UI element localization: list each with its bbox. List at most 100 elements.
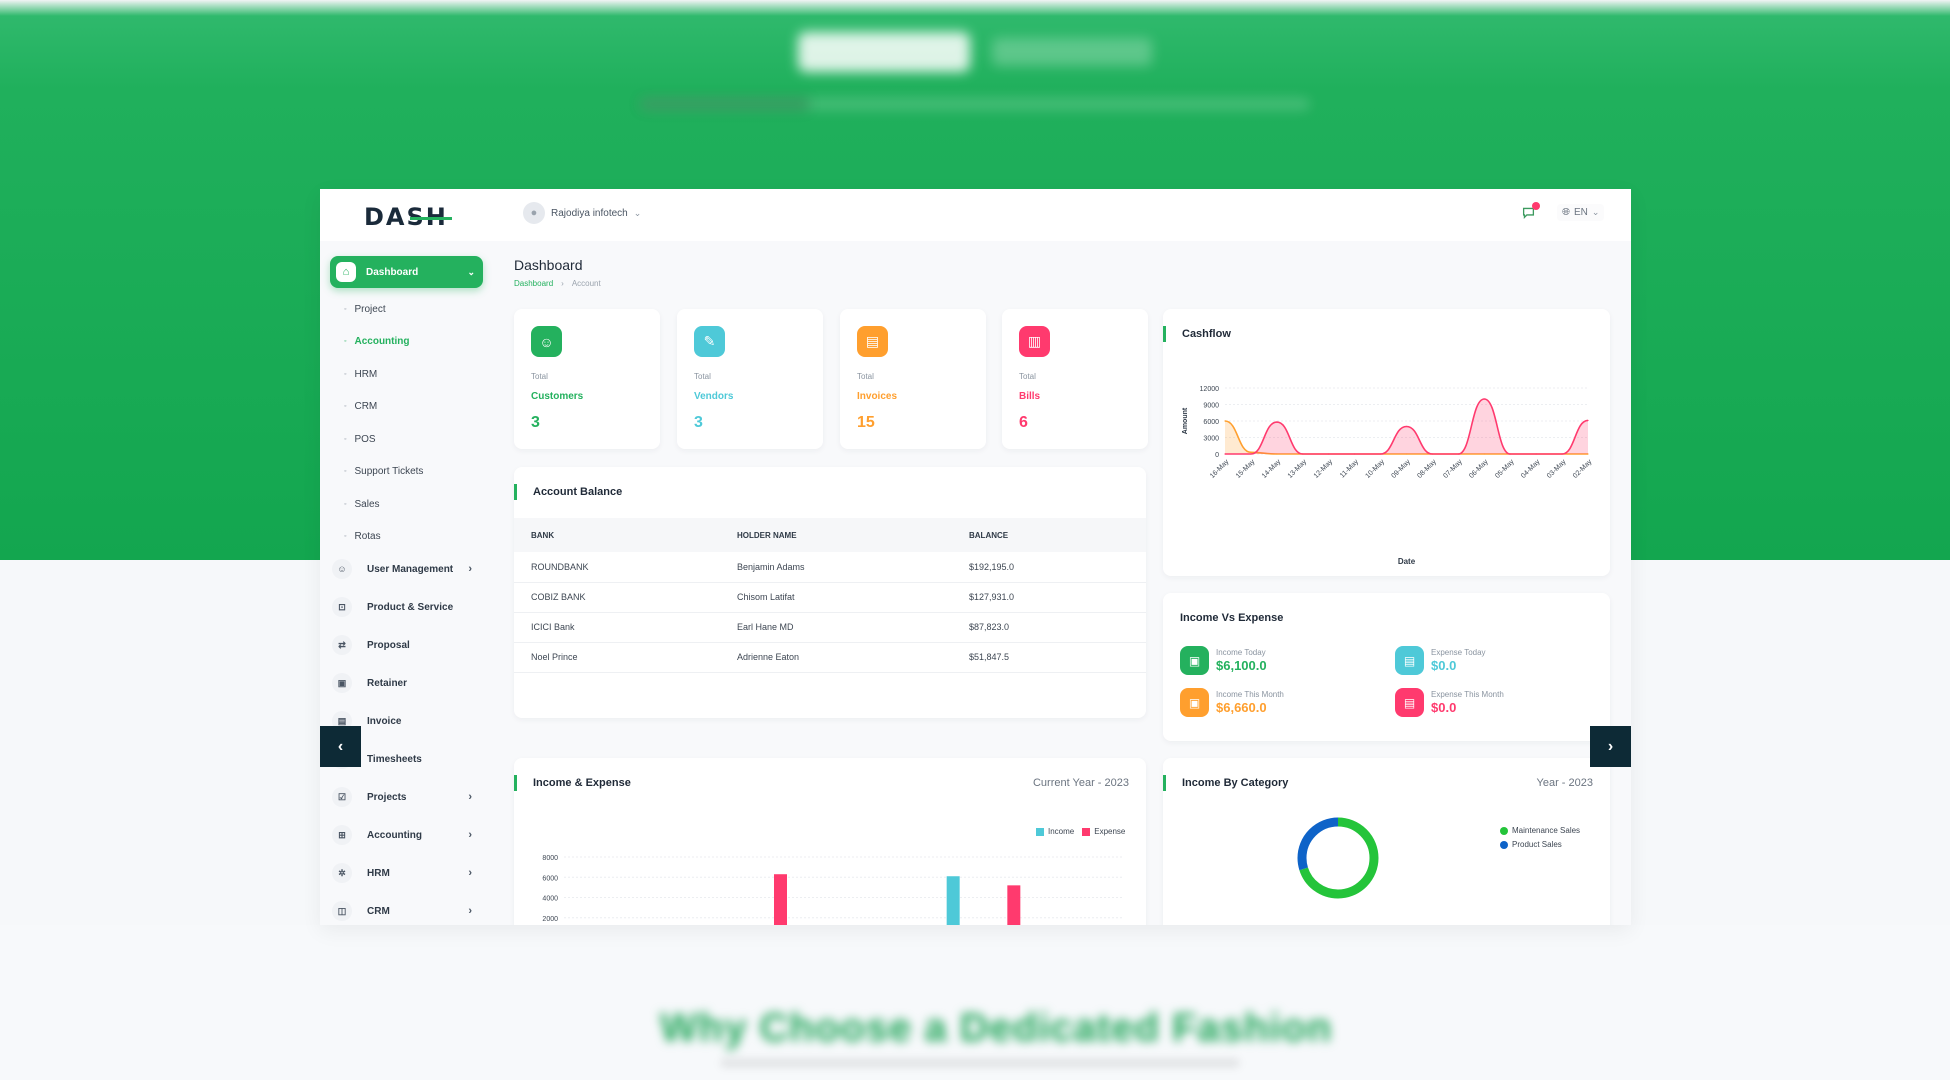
cashflow-chart: 0 3000 6000 9000 12000 16-May 15-May 14-May 13-M… (1182, 386, 1594, 566)
check-square-icon: ☑ (332, 787, 352, 807)
carousel-prev-button[interactable]: ‹ (320, 726, 361, 767)
metric-label: Income This Month (1216, 690, 1284, 699)
income-expense-card: Income & Expense Current Year - 2023 Inc… (514, 758, 1146, 925)
y-tick-label: 9000 (1203, 403, 1219, 410)
stat-name: Customers (531, 391, 584, 402)
breadcrumb-current: Account (571, 279, 601, 288)
sidebar-subitem-label: POS (354, 434, 376, 445)
chevron-right-icon: › (468, 867, 472, 879)
sidebar-subitem-sales[interactable]: ◦ Sales (344, 499, 380, 510)
x-tick-label: 15-May (1235, 458, 1257, 480)
data-point (1431, 453, 1434, 455)
x-tick-label: 07-May (1442, 458, 1464, 480)
grid-icon: ⊞ (332, 825, 352, 845)
data-point (1405, 453, 1408, 455)
x-tick-label: 12-May (1313, 458, 1335, 480)
stat-label: Total (857, 372, 874, 381)
sidebar-subitem-support-tickets[interactable]: ◦ Support Tickets (344, 466, 423, 477)
y-tick-label: 0 (1215, 452, 1219, 459)
x-tick-label: 09-May (1390, 458, 1412, 480)
legend-label: Maintenance Sales (1512, 826, 1581, 835)
stat-card-customers[interactable]: ☺ Total Customers 3 (514, 309, 660, 449)
data-point (1587, 453, 1589, 455)
sidebar-item-hrm[interactable]: ✲ HRM › (332, 863, 472, 883)
balance-cell: $127,931.0 (952, 582, 1146, 613)
table-row: Noel Prince Adrienne Eaton $51,847.5 (514, 642, 1146, 673)
stat-value: 3 (694, 414, 703, 431)
user-name: Rajodiya infotech (551, 207, 628, 219)
chevron-right-icon: › (468, 905, 472, 917)
sidebar-item-crm[interactable]: ◫ CRM › (332, 901, 472, 921)
logo-accent (410, 217, 452, 220)
sidebar-item-user-management[interactable]: ☺ User Management › (332, 559, 472, 579)
sidebar-subitem-crm[interactable]: ◦ CRM (344, 401, 377, 412)
y-tick-label: 6000 (1203, 419, 1219, 426)
sidebar-item-projects[interactable]: ☑ Projects › (332, 787, 472, 807)
sidebar-item-label: Invoice (367, 715, 402, 727)
chevron-right-icon: › (468, 791, 472, 803)
stat-card-invoices[interactable]: ▤ Total Invoices 15 (840, 309, 986, 449)
bullet-icon: ◦ (344, 533, 347, 540)
y-tick-label: 12000 (1200, 386, 1220, 393)
sidebar-subitem-hrm[interactable]: ◦ HRM (344, 369, 377, 380)
data-point (1250, 453, 1252, 455)
bank-cell: Noel Prince (514, 642, 720, 673)
language-selector[interactable]: 🌐︎ EN ⌄ (1557, 204, 1605, 221)
data-point (1587, 419, 1589, 422)
income-today: ▣ Income Today $6,100.0 (1180, 646, 1267, 675)
holder-cell: Benjamin Adams (720, 552, 952, 583)
sidebar-item-product-service[interactable]: ⊡ Product & Service (332, 597, 472, 617)
user-menu[interactable]: ● Rajodiya infotech ⌄ (523, 202, 641, 224)
data-point (1379, 453, 1382, 455)
sidebar-subitem-rotas[interactable]: ◦ Rotas (344, 531, 381, 542)
layers-icon: ◫ (332, 901, 352, 921)
sidebar-item-label: Product & Service (367, 601, 454, 613)
sidebar-subitem-pos[interactable]: ◦ POS (344, 434, 376, 445)
carousel-next-button[interactable]: › (1590, 726, 1631, 767)
legend-item: Product Sales (1500, 840, 1562, 849)
bullet-icon: ◦ (344, 403, 347, 410)
sidebar-subitem-label: HRM (354, 369, 378, 380)
wallet-icon: ▣ (1180, 646, 1209, 675)
chevron-down-icon: ⌄ (467, 266, 475, 277)
sidebar-item-dashboard[interactable]: ⌂ Dashboard ⌄ (330, 256, 483, 288)
stat-name: Bills (1019, 391, 1041, 402)
user-avatar-icon: ● (523, 202, 545, 224)
sidebar-subitem-label: Sales (354, 499, 380, 510)
bullet-icon: ◦ (344, 338, 347, 345)
card-title: Income Vs Expense (1180, 612, 1284, 624)
topbar: DASH ● Rajodiya infotech ⌄ 🌐︎ EN ⌄ (320, 189, 1631, 241)
table-header-row: BANK HOLDER NAME BALANCE (514, 518, 1146, 552)
sidebar-item-label: CRM (367, 905, 390, 917)
chat-bubble-icon[interactable] (1522, 202, 1540, 222)
sidebar: ⌂ Dashboard ⌄ ◦ Project ◦ Accounting ◦ HRM … (320, 241, 483, 925)
income-by-category-chart (1297, 817, 1379, 899)
stat-card-bills[interactable]: ▥ Total Bills 6 (1002, 309, 1148, 449)
background-heading: Why Choose a Dedicated Fashion (660, 1006, 1333, 1050)
sidebar-item-accounting[interactable]: ⊞ Accounting › (332, 825, 472, 845)
chevron-down-icon: ⌄ (1591, 207, 1600, 217)
income-vs-expense-card: Income Vs Expense ▣ Income Today $6,100.0… (1163, 593, 1610, 741)
sidebar-subitem-label: Project (354, 304, 386, 315)
stat-value: 15 (857, 414, 875, 431)
x-tick-label: 13-May (1287, 458, 1309, 480)
income-by-category-card: Income By Category Year - 2023 Maintenan… (1163, 758, 1610, 925)
bullet-icon: ◦ (344, 436, 347, 443)
chevron-down-icon: ⌄ (633, 207, 642, 218)
background-button (798, 32, 970, 72)
sidebar-item-proposal[interactable]: ⇄ Proposal (332, 635, 472, 655)
stat-name: Invoices (857, 391, 898, 402)
data-point (1405, 425, 1408, 428)
sidebar-subitem-project[interactable]: ◦ Project (344, 304, 386, 315)
data-point (1483, 453, 1485, 455)
chart-legend: Income Expense (1036, 827, 1125, 836)
background-line (640, 98, 810, 110)
x-tick-label: 08-May (1416, 458, 1438, 480)
sidebar-subitem-accounting[interactable]: ◦ Accounting (344, 336, 409, 347)
data-point (1302, 453, 1304, 455)
metric-label: Income Today (1216, 648, 1266, 657)
stat-card-vendors[interactable]: ✎ Total Vendors 3 (677, 309, 823, 449)
home-icon: ⌂ (336, 262, 356, 282)
breadcrumb-link[interactable]: Dashboard (514, 279, 554, 288)
sidebar-item-retainer[interactable]: ▣ Retainer (332, 673, 472, 693)
